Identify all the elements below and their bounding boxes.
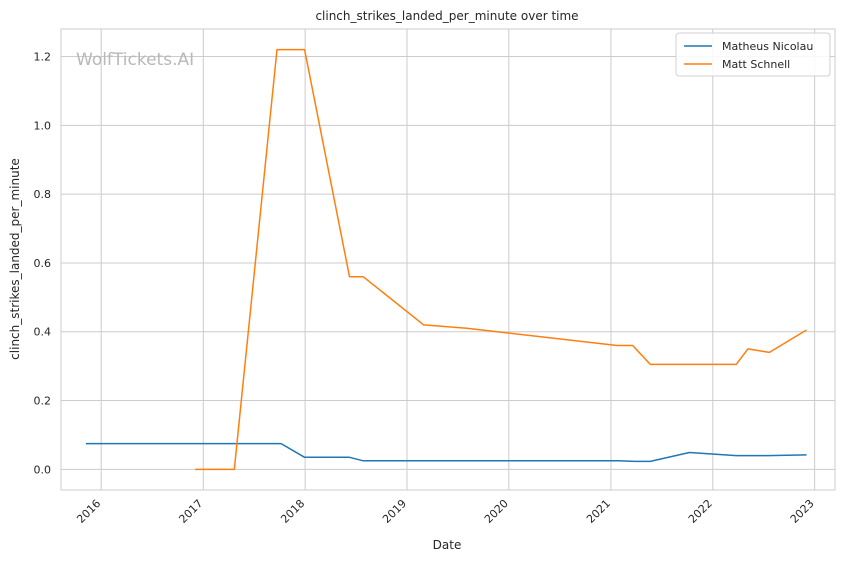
series-line-matheus-nicolau: [85, 442, 807, 463]
y-tick-label: 0.6: [34, 257, 52, 270]
legend-label-matheus-nicolau: Matheus Nicolau: [722, 40, 813, 53]
legend-label-matt-schnell: Matt Schnell: [722, 58, 790, 71]
y-tick-label: 0.4: [34, 326, 52, 339]
y-tick-label: 0.8: [34, 188, 52, 201]
watermark-text: WolfTickets.AI: [76, 50, 194, 70]
y-tick-label: 1.2: [34, 51, 52, 64]
legend: Matheus Nicolau Matt Schnell: [675, 32, 831, 77]
y-tick-label: 0.2: [34, 395, 52, 408]
y-tick-label: 0.0: [34, 463, 52, 476]
series-layer: [85, 48, 807, 471]
x-axis-label: Date: [433, 538, 462, 552]
plot-frame: [60, 28, 836, 491]
legend-box: [675, 32, 831, 77]
chart-title: clinch_strikes_landed_per_minute over ti…: [315, 9, 578, 23]
y-axis-label: clinch_strikes_landed_per_minute: [8, 158, 22, 360]
grid: [61, 29, 835, 490]
y-tick-label: 1.0: [34, 119, 52, 132]
series-line-matt-schnell: [195, 48, 807, 471]
